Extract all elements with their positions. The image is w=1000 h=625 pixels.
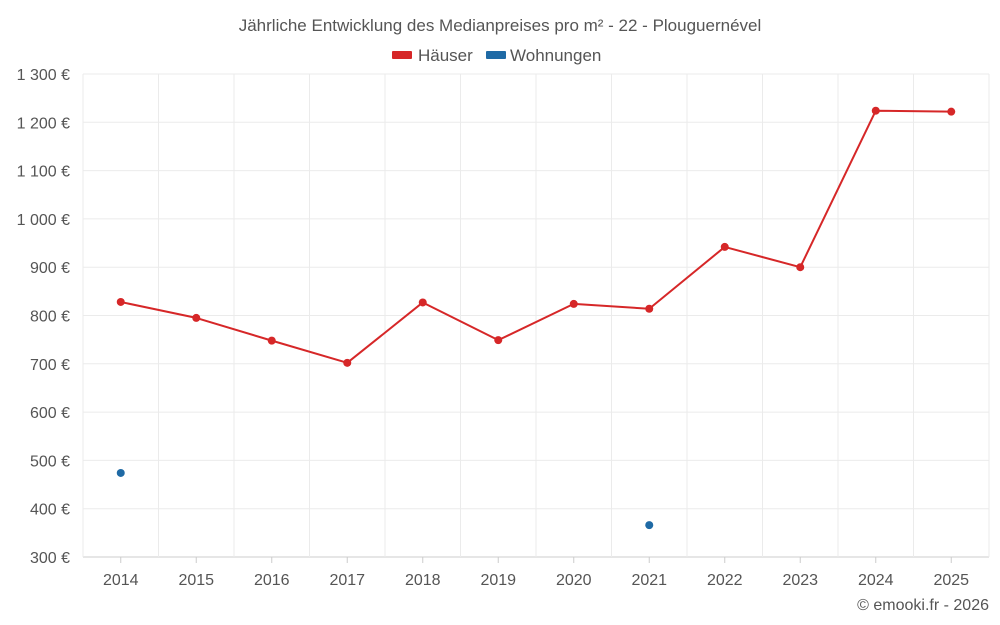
y-tick-label: 1 100 € bbox=[17, 164, 70, 181]
x-tick-label: 2016 bbox=[254, 572, 290, 589]
legend-label-haeuser[interactable]: Häuser bbox=[418, 46, 473, 65]
data-point-haeuser-2017[interactable] bbox=[343, 358, 352, 367]
legend-swatch-wohnungen[interactable] bbox=[486, 51, 506, 59]
data-point-haeuser-2018[interactable] bbox=[418, 298, 427, 307]
data-point-haeuser-2025[interactable] bbox=[947, 107, 956, 116]
x-tick-label: 2019 bbox=[480, 572, 516, 589]
legend-label-wohnungen[interactable]: Wohnungen bbox=[510, 46, 601, 65]
y-tick-label: 300 € bbox=[30, 550, 70, 567]
data-point-haeuser-2021[interactable] bbox=[645, 304, 654, 313]
x-tick-label: 2018 bbox=[405, 572, 441, 589]
data-point-haeuser-2015[interactable] bbox=[192, 313, 201, 322]
series-lines bbox=[120, 109, 952, 364]
x-tick-label: 2022 bbox=[707, 572, 743, 589]
y-tick-label: 600 € bbox=[30, 405, 70, 422]
data-point-wohnungen-2021[interactable] bbox=[645, 521, 654, 530]
data-point-wohnungen-2014[interactable] bbox=[116, 468, 125, 477]
grid bbox=[82, 73, 990, 558]
data-point-haeuser-2016[interactable] bbox=[267, 336, 276, 345]
x-axis: 2014 2015 2016 2017 2018 2019 2020 2021 2022 2023… bbox=[103, 557, 969, 589]
y-tick-label: 800 € bbox=[30, 309, 70, 326]
y-tick-label: 700 € bbox=[30, 357, 70, 374]
data-point-haeuser-2022[interactable] bbox=[720, 242, 729, 251]
series-line-haeuser bbox=[120, 109, 952, 364]
x-tick-label: 2020 bbox=[556, 572, 592, 589]
x-tick-label: 2017 bbox=[329, 572, 365, 589]
y-tick-label: 500 € bbox=[30, 453, 70, 470]
x-tick-label: 2025 bbox=[933, 572, 969, 589]
legend-swatch-haeuser[interactable] bbox=[392, 51, 412, 59]
chart-title: Jährliche Entwicklung des Medianpreises … bbox=[239, 16, 762, 35]
x-tick-label: 2015 bbox=[178, 572, 214, 589]
x-tick-label: 2014 bbox=[103, 572, 139, 589]
y-tick-label: 1 200 € bbox=[17, 115, 70, 132]
y-tick-label: 900 € bbox=[30, 260, 70, 277]
x-tick-label: 2021 bbox=[631, 572, 667, 589]
credit-text: © emooki.fr - 2026 bbox=[857, 597, 989, 614]
x-tick-label: 2024 bbox=[858, 572, 894, 589]
data-point-haeuser-2020[interactable] bbox=[569, 299, 578, 308]
y-tick-label: 1 300 € bbox=[17, 67, 70, 84]
y-axis: 1 300 € 1 200 € 1 100 € 1 000 € 900 € 800 € 70… bbox=[17, 67, 70, 567]
x-tick-label: 2023 bbox=[782, 572, 818, 589]
y-tick-label: 1 000 € bbox=[17, 212, 70, 229]
legend: Häuser Wohnungen bbox=[392, 46, 601, 65]
series-points bbox=[116, 106, 956, 530]
data-point-haeuser-2024[interactable] bbox=[871, 106, 880, 115]
data-point-haeuser-2014[interactable] bbox=[116, 297, 125, 306]
data-point-haeuser-2023[interactable] bbox=[796, 263, 805, 272]
data-point-haeuser-2019[interactable] bbox=[494, 336, 503, 345]
y-tick-label: 400 € bbox=[30, 502, 70, 519]
